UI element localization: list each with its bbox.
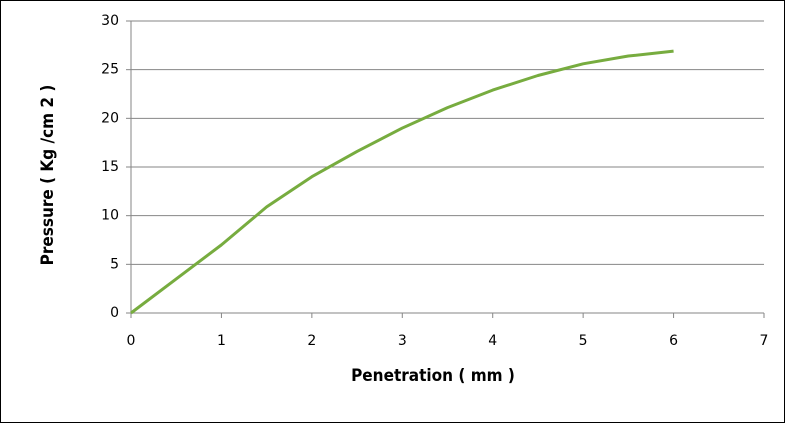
y-tick-label: 20 [101, 110, 119, 126]
y-tick-label: 25 [101, 62, 119, 78]
y-tick-label: 0 [110, 305, 119, 321]
x-tick-label: 4 [488, 333, 497, 349]
y-tick-label: 30 [101, 13, 119, 29]
y-tick-label: 15 [101, 159, 119, 175]
x-axis-title: Penetration ( mm ) [351, 366, 515, 386]
y-axis-title: Pressure ( Kg /cm 2 ) [38, 85, 58, 266]
x-tick-label: 1 [217, 333, 226, 349]
x-tick-label: 3 [398, 333, 407, 349]
data-line [130, 49, 674, 315]
x-tick-label: 7 [760, 333, 769, 349]
y-tick-label: 5 [110, 256, 119, 272]
x-tick-label: 2 [307, 333, 316, 349]
x-tick-label: 0 [127, 333, 136, 349]
y-tick-label: 10 [101, 208, 119, 224]
x-tick-label: 6 [669, 333, 678, 349]
x-tick-label: 5 [579, 333, 588, 349]
